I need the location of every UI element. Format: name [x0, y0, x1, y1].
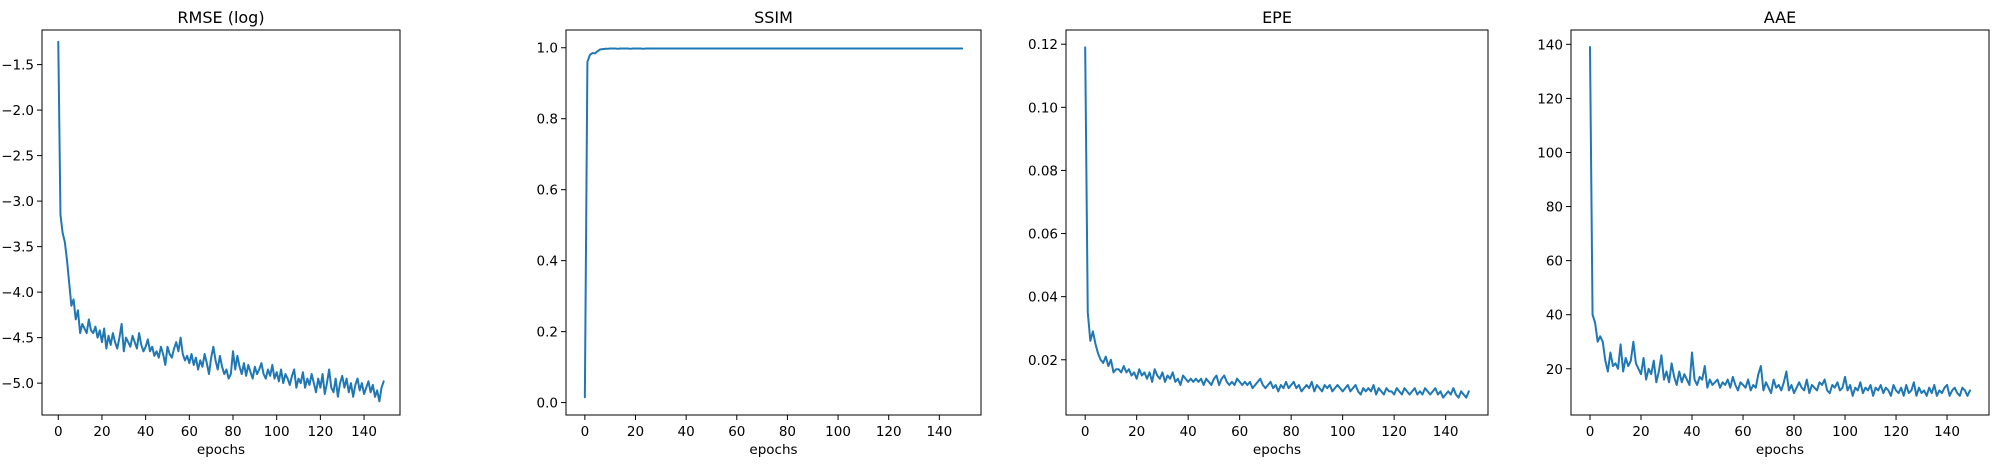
y-tick-label: −4.0 [1, 285, 34, 301]
y-tick-label: −5.0 [1, 376, 34, 392]
y-tick-label: 1.0 [537, 41, 558, 57]
x-tick-label: 80 [779, 424, 796, 440]
x-tick-label: 80 [224, 424, 241, 440]
y-tick-label: 0.10 [1028, 100, 1058, 116]
x-tick-label: 80 [1785, 424, 1802, 440]
subplot-2: SSIM 0 20 40 60 80 100 120 140 0.0 0.2 0.4 0.6 0.8 1.0… [537, 8, 982, 458]
x-tick-label: 20 [1632, 424, 1649, 440]
y-tick-label: −3.0 [1, 194, 34, 210]
y-tick-label: 0.02 [1028, 353, 1058, 369]
x-tick-label: 80 [1283, 424, 1300, 440]
x-tick-label: 0 [54, 424, 63, 440]
x-tick-label: 120 [1883, 424, 1909, 440]
x-tick-label: 40 [1683, 424, 1700, 440]
chart-title: RMSE (log) [177, 8, 264, 27]
y-tick-label: 0.0 [537, 396, 558, 412]
x-tick-label: 120 [876, 424, 902, 440]
subplot-3: EPE 0 20 40 60 80 100 120 140 0.02 0.04 0.06 0.08 0.1… [1028, 8, 1489, 458]
series-line [57, 40, 385, 403]
y-tick-label: 20 [1546, 362, 1563, 378]
chart-title: EPE [1262, 8, 1292, 27]
chart-title: AAE [1764, 8, 1796, 27]
y-tick-label: 0.6 [537, 183, 558, 199]
x-tick-label: 140 [351, 424, 377, 440]
x-tick-label: 100 [1832, 424, 1858, 440]
y-tick-label: 80 [1546, 200, 1563, 216]
x-tick-label: 20 [627, 424, 644, 440]
y-tick-label: 0.06 [1028, 227, 1058, 243]
y-tick-label: 0.2 [537, 325, 558, 341]
x-tick-label: 0 [581, 424, 590, 440]
axes-frame [41, 29, 401, 416]
axes-frame [1065, 29, 1489, 416]
y-tick-label: 120 [1537, 91, 1563, 107]
x-tick-label: 60 [181, 424, 198, 440]
x-tick-label: 40 [1180, 424, 1197, 440]
x-tick-label: 100 [1330, 424, 1356, 440]
y-tick-label: −2.0 [1, 103, 34, 119]
x-axis-label: epochs [197, 442, 245, 458]
y-tick-label: 0.8 [537, 112, 558, 128]
x-tick-label: 60 [1231, 424, 1248, 440]
x-tick-label: 140 [926, 424, 952, 440]
chart-title: SSIM [754, 8, 793, 27]
y-tick-label: 0.08 [1028, 163, 1058, 179]
y-tick-label: 60 [1546, 254, 1563, 270]
y-tick-label: 100 [1537, 145, 1563, 161]
x-tick-label: 40 [678, 424, 695, 440]
x-axis-label: epochs [1253, 442, 1301, 458]
y-tick-label: −3.5 [1, 240, 34, 256]
y-tick-label: −2.5 [1, 149, 34, 165]
y-tick-label: 0.12 [1028, 37, 1058, 53]
series-line [1084, 46, 1470, 399]
x-tick-label: 40 [137, 424, 154, 440]
axes-frame [1570, 29, 1990, 416]
x-tick-label: 140 [1433, 424, 1459, 440]
y-tick-label: −4.5 [1, 331, 34, 347]
x-tick-label: 140 [1934, 424, 1960, 440]
axes-frame [565, 29, 982, 416]
y-tick-label: 0.4 [537, 254, 558, 270]
x-tick-label: 20 [1128, 424, 1145, 440]
x-axis-label: epochs [1756, 442, 1804, 458]
x-tick-label: 0 [1586, 424, 1595, 440]
y-tick-label: 0.04 [1028, 290, 1058, 306]
x-tick-label: 20 [93, 424, 110, 440]
y-tick-label: 140 [1537, 37, 1563, 53]
x-tick-label: 120 [1381, 424, 1407, 440]
x-tick-label: 120 [307, 424, 333, 440]
series-line [583, 47, 964, 399]
x-tick-label: 0 [1081, 424, 1090, 440]
x-tick-label: 60 [728, 424, 745, 440]
x-tick-label: 60 [1734, 424, 1751, 440]
y-tick-label: 40 [1546, 308, 1563, 324]
subplot-1: RMSE (log) 0 20 40 60 80 100 120 140 −5.0 −4.5 −4.0… [1, 8, 401, 458]
x-axis-label: epochs [749, 442, 797, 458]
x-tick-label: 100 [825, 424, 851, 440]
x-tick-label: 100 [264, 424, 290, 440]
series-line [1589, 46, 1971, 397]
y-tick-label: −1.5 [1, 58, 34, 74]
subplot-4: AAE 0 20 40 60 80 100 120 140 20 40 60 80 100 120 140 ep… [1537, 8, 1990, 458]
